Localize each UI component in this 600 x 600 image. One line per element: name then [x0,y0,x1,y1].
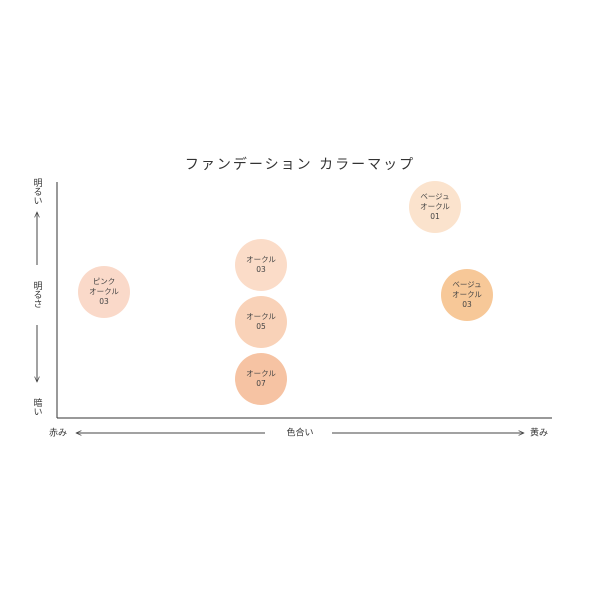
shade-label: オークル [452,290,482,299]
shade-circle [235,353,287,405]
shade-circle [235,296,287,348]
y-top-label: 明るい [32,178,43,205]
shade-label: 07 [256,379,266,388]
shade-circle [409,181,461,233]
shade-label: 03 [462,300,472,309]
shade-circle [441,269,493,321]
x-left-label: 赤み [49,428,67,439]
y-bottom-label: 暗い [32,397,43,416]
shade-circle [78,266,130,318]
shade-label: オークル [246,255,276,264]
title: ファンデーション カラーマップ [185,156,415,173]
shade-label: 05 [256,322,266,331]
y-axis-title: 明るさ [32,281,43,308]
shade-label: 03 [99,297,109,306]
shade-label: ベージュ [420,192,449,201]
x-right-label: 黄み [530,427,548,439]
shade-label: オークル [246,312,276,321]
nodes: ベージュオークル01ピンクオークル03オークル03オークル05オークル07ベージ… [78,181,493,405]
shade-label: オークル [89,287,119,296]
shade-circle [235,239,287,291]
x-axis-title: 色合い [286,427,313,439]
shade-label: 01 [430,212,440,221]
shade-label: オークル [420,202,450,211]
shade-label: ベージュ [452,280,481,289]
shade-label: 03 [256,265,266,274]
shade-label: ピンク [93,277,116,286]
shade-label: オークル [246,369,276,378]
